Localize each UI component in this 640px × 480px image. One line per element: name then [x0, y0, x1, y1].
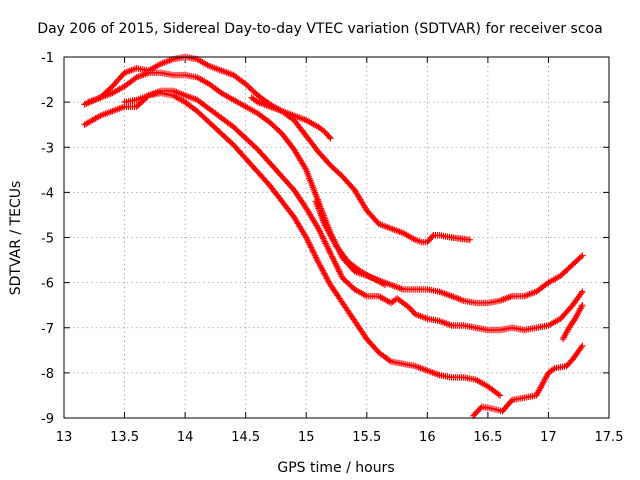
y-tick-label: -3	[41, 141, 54, 156]
y-tick-label: -8	[41, 367, 54, 382]
data-point	[131, 75, 139, 82]
data-point	[466, 236, 473, 243]
y-tick-label: -9	[41, 412, 54, 427]
y-axis-label: SDTVAR / TECUs	[8, 181, 24, 296]
data-point	[475, 406, 483, 413]
data-point	[577, 253, 585, 261]
y-tick-label: -7	[41, 322, 54, 337]
y-tick-label: -1	[41, 51, 54, 66]
x-tick-label: 15	[298, 430, 315, 445]
data-marks	[81, 53, 586, 419]
series-track-8	[559, 301, 586, 343]
series-track-5	[248, 94, 334, 142]
x-tick-label: 14.5	[231, 430, 260, 445]
data-point	[471, 411, 478, 418]
data-point	[381, 281, 389, 289]
x-axis-label: GPS time / hours	[277, 460, 394, 476]
x-tick-label: 13	[56, 430, 73, 445]
data-point	[356, 267, 363, 274]
data-point	[579, 342, 586, 349]
data-point	[579, 252, 586, 259]
x-tick-label: 17	[540, 430, 557, 445]
series-track-2	[85, 69, 586, 307]
plot-frame	[63, 56, 610, 419]
data-point	[578, 289, 585, 297]
data-point	[474, 408, 481, 415]
x-tick-label: 17.5	[595, 430, 624, 445]
data-point	[477, 405, 484, 412]
data-point	[472, 409, 480, 416]
data-point	[144, 93, 151, 100]
x-tick-labels: 13 13.5 14 14.5 15 15.5 16 16.5 17 17.5	[56, 430, 624, 445]
data-point	[549, 366, 557, 373]
data-point	[428, 233, 436, 240]
data-point	[327, 135, 334, 142]
data-point	[507, 398, 515, 405]
data-point	[253, 97, 260, 105]
y-tick-labels: -9 -8 -7 -6 -5 -4 -3 -2 -1	[41, 51, 54, 427]
y-tick-label: -5	[41, 232, 54, 247]
data-point	[386, 357, 393, 364]
x-tick-label: 13.5	[110, 430, 139, 445]
y-tick-label: -6	[41, 277, 54, 292]
y-tick-label: -2	[41, 96, 54, 111]
data-point	[495, 391, 502, 398]
series-track-6	[312, 198, 389, 289]
x-tick-label: 16.5	[473, 430, 502, 445]
series-track-4	[81, 89, 504, 399]
chart-title: Day 206 of 2015, Sidereal Day-to-day VTE…	[37, 21, 602, 37]
data-point	[496, 392, 504, 399]
x-tick-label: 16	[419, 430, 436, 445]
data-point	[578, 344, 585, 351]
x-tick-label: 15.5	[352, 430, 381, 445]
data-point	[216, 88, 224, 96]
x-tick-label: 14	[177, 430, 194, 445]
data-point	[326, 133, 333, 141]
data-point	[543, 280, 551, 287]
series-track-3	[121, 87, 586, 334]
grid	[64, 57, 609, 418]
data-point	[579, 288, 586, 295]
data-point	[579, 301, 586, 309]
series-track-7	[470, 342, 586, 419]
y-tick-label: -4	[41, 186, 54, 201]
series-track-1	[81, 53, 473, 246]
